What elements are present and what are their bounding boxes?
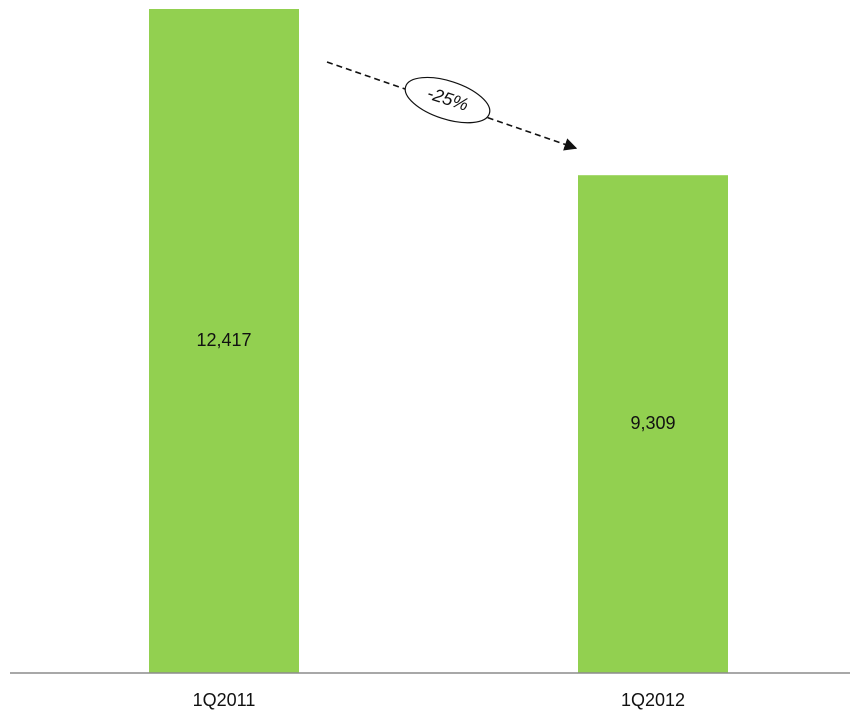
change-annotation: -25%	[326, 61, 578, 151]
data-label-1Q2011: 12,417	[196, 330, 251, 350]
data-labels-layer: 12,417 9,309	[196, 330, 675, 433]
x-tick-labels-layer: 1Q2011 1Q2012	[193, 690, 685, 710]
x-tick-label-1Q2011: 1Q2011	[193, 690, 256, 710]
bar-1Q2012	[578, 175, 728, 673]
change-oval	[404, 76, 491, 124]
data-label-1Q2012: 9,309	[630, 413, 675, 433]
bar-1Q2011	[149, 9, 299, 673]
x-tick-label-1Q2012: 1Q2012	[621, 690, 685, 710]
bars-layer	[149, 9, 728, 673]
